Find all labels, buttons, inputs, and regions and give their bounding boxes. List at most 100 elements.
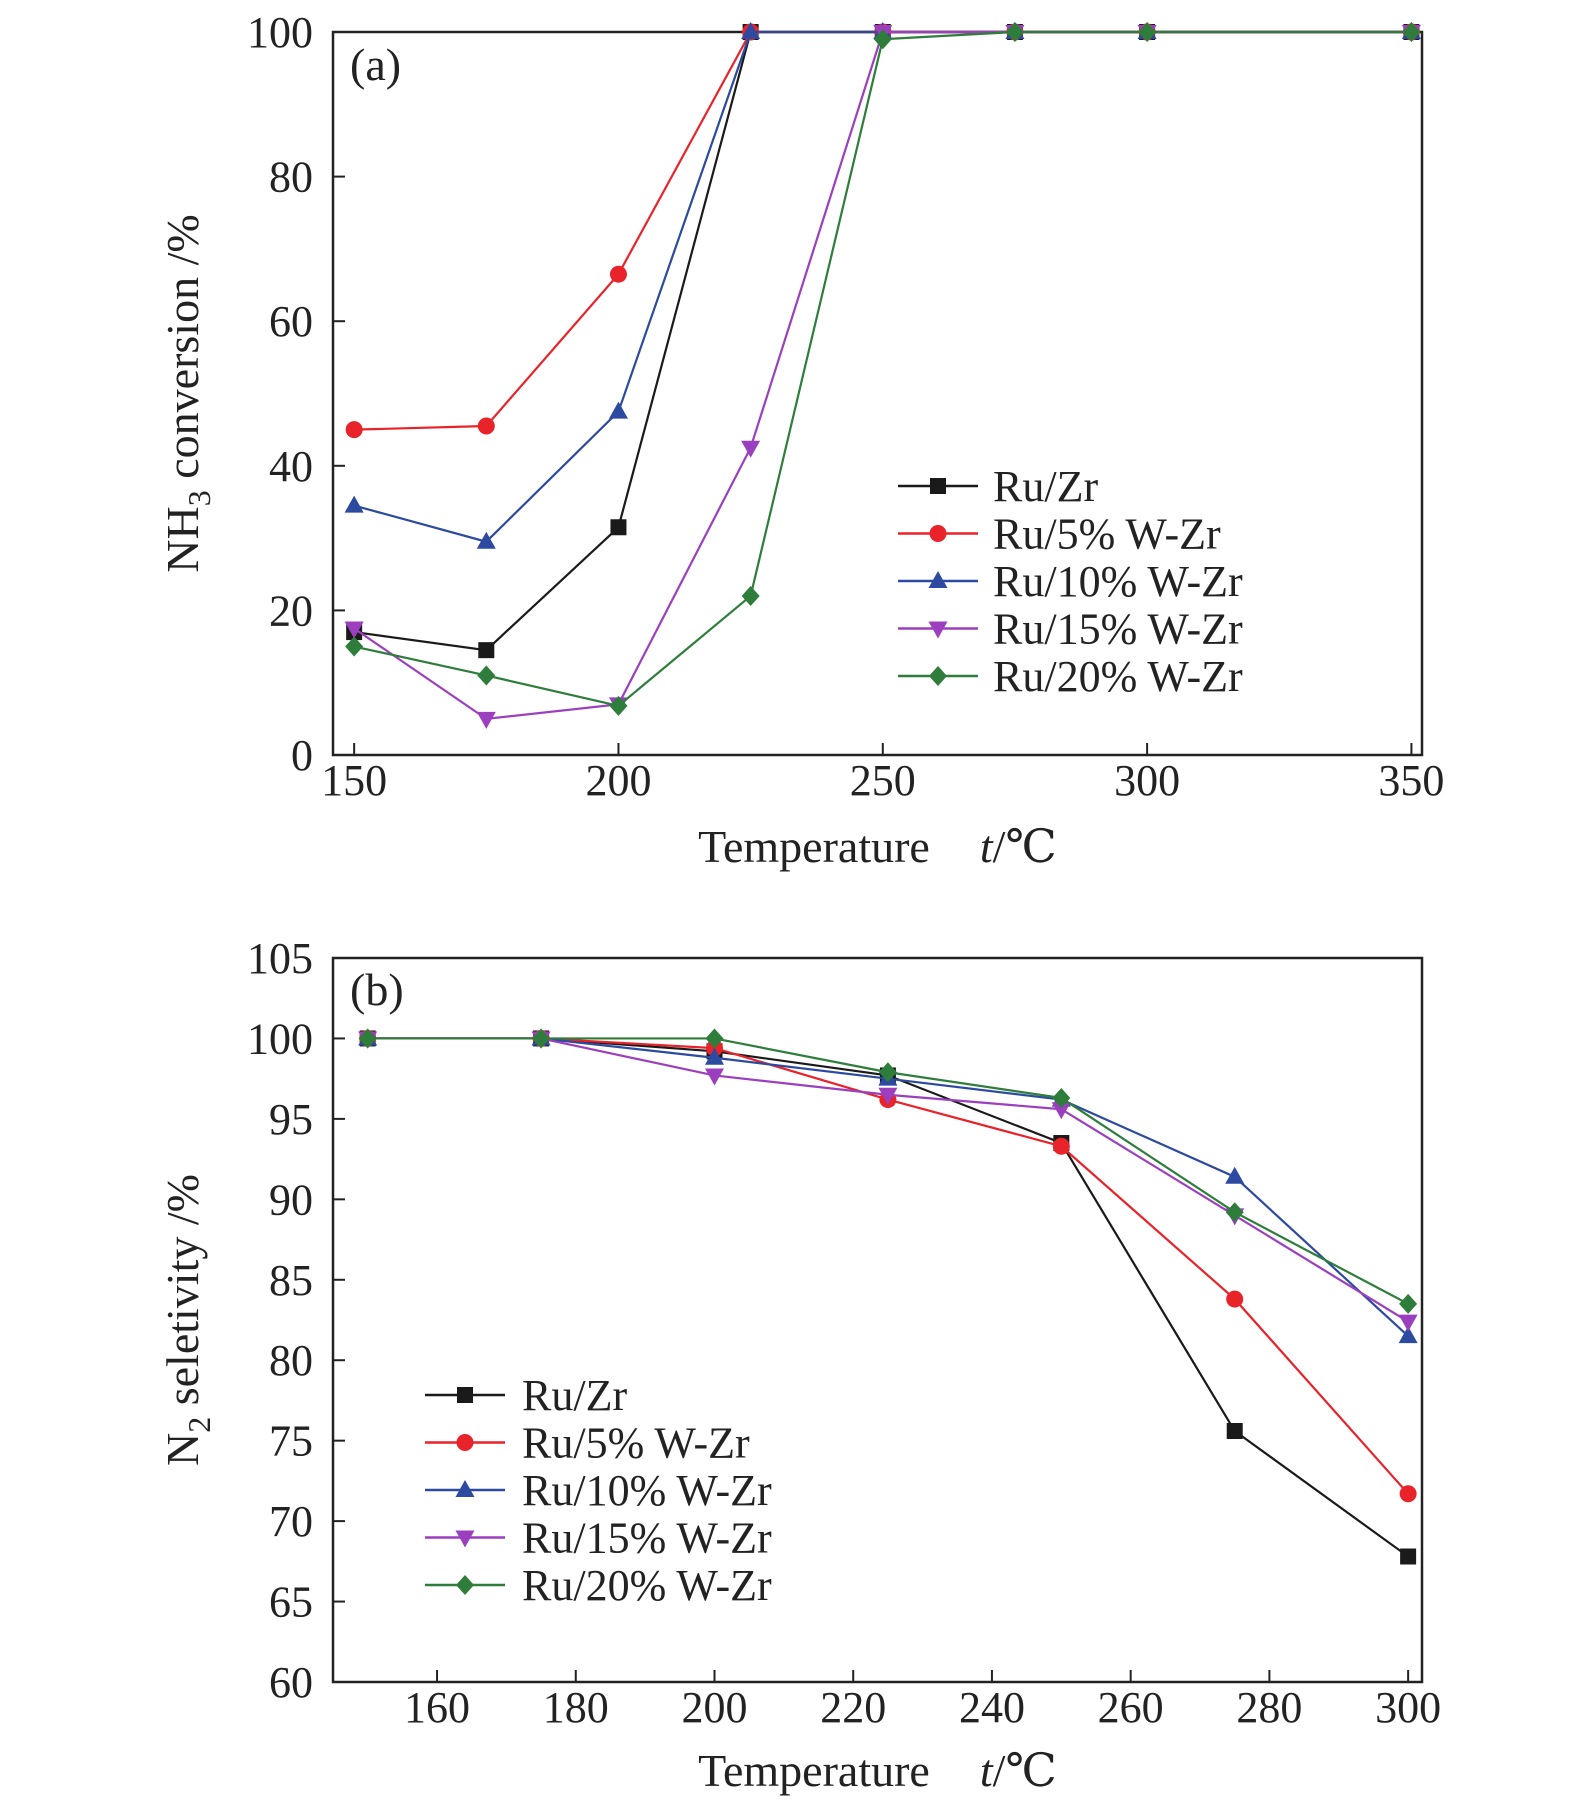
data-point [1138, 22, 1157, 42]
data-point [704, 1047, 724, 1065]
legend-label: Ru/15% W-Zr [522, 1514, 772, 1563]
data-point [610, 519, 627, 536]
legend-marker [928, 621, 948, 639]
y-tick-label: 105 [247, 934, 313, 983]
legend-label: Ru/20% W-Zr [993, 652, 1243, 701]
data-point [704, 1068, 724, 1086]
x-tick-label: 200 [681, 1683, 747, 1732]
y-axis-label-main: N [157, 1433, 208, 1466]
x-tick-label: 200 [585, 756, 651, 805]
series-line [353, 30, 1412, 652]
data-point [1399, 1293, 1418, 1314]
data-point [1400, 1548, 1417, 1565]
y-tick-label: 95 [269, 1095, 313, 1144]
legend-item: Ru/Zr [898, 462, 1098, 511]
y-axis-label: NH3 conversion /% [157, 214, 217, 572]
legend-item: Ru/5% W-Zr [425, 1419, 750, 1468]
y-axis-label-rest: seletivity /% [157, 1174, 208, 1417]
series-ru-20pct-w-zr [345, 22, 1421, 716]
data-point [344, 621, 364, 639]
y-tick-label: 60 [269, 297, 313, 346]
data-point [1225, 1166, 1245, 1184]
data-point [1399, 1485, 1417, 1503]
y-tick-label: 85 [269, 1256, 313, 1305]
series-ru-15pct-w-zr [344, 25, 1421, 729]
series-ru-10pct-w-zr [344, 22, 1421, 549]
x-axis-label-text: Temperature [698, 1745, 930, 1796]
data-point [1052, 1087, 1071, 1108]
data-point [345, 636, 364, 657]
panel-label: (a) [350, 39, 401, 90]
x-tick-label: 220 [820, 1683, 886, 1732]
y-axis-label-subscript: 2 [181, 1417, 217, 1433]
x-tick-label: 160 [404, 1683, 470, 1732]
series-ru-zr [346, 24, 1420, 659]
data-point [1398, 1326, 1418, 1344]
x-tick-label: 350 [1378, 756, 1444, 805]
data-point [878, 1087, 898, 1105]
data-point [532, 1028, 551, 1049]
legend-item: Ru/10% W-Zr [425, 1466, 772, 1515]
data-point [609, 265, 627, 283]
legend-label: Ru/Zr [522, 1371, 627, 1420]
y-tick-label: 100 [247, 1014, 313, 1063]
x-tick-label: 180 [543, 1683, 609, 1732]
data-point [1005, 22, 1024, 42]
legend-marker [928, 571, 948, 588]
legend-marker [457, 1387, 473, 1403]
legend-item: Ru/15% W-Zr [425, 1514, 772, 1563]
series-line [353, 30, 1412, 708]
x-tick-label: 250 [850, 756, 916, 805]
series-line [353, 30, 1412, 543]
y-axis-label-subscript: 3 [181, 490, 217, 506]
legend-label: Ru/Zr [993, 462, 1098, 511]
chart-panel-b: 160 180 200 220 240 260 280 300 60 65 70 75 80 85 90 95… [157, 934, 1441, 1796]
data-point [741, 440, 761, 458]
legend-marker [930, 478, 946, 494]
data-point [344, 495, 364, 513]
x-axis-label: Temperature t/℃ [698, 821, 1057, 872]
legend-item: Ru/20% W-Zr [898, 652, 1243, 701]
y-tick-label: 80 [269, 153, 313, 202]
series-ru-5pct-w-zr [345, 23, 1420, 439]
legend-item: Ru/20% W-Zr [425, 1561, 772, 1610]
y-tick-label: 90 [269, 1175, 313, 1224]
x-axis-unit: /℃ [993, 821, 1057, 872]
x-tick-label: 300 [1114, 756, 1180, 805]
y-axis-label-rest: conversion /% [157, 214, 208, 490]
plot-frame [331, 956, 1424, 1684]
data-point [476, 531, 496, 549]
data-point [1398, 1314, 1418, 1332]
x-tick-label: 260 [1098, 1683, 1164, 1732]
y-tick-label: 60 [269, 1658, 313, 1707]
data-point [1226, 1423, 1243, 1440]
data-point [345, 421, 363, 439]
y-tick-label: 0 [291, 731, 313, 780]
data-point [1051, 1102, 1071, 1120]
y-tick-label: 75 [269, 1417, 313, 1466]
legend-marker [455, 1530, 475, 1548]
legend-marker [456, 1575, 474, 1595]
x-tick-label: 150 [321, 756, 387, 805]
y-tick-label: 80 [269, 1336, 313, 1385]
data-point [705, 1028, 724, 1049]
data-point [477, 417, 495, 435]
data-point [1052, 1137, 1070, 1155]
legend-label: Ru/5% W-Zr [993, 510, 1221, 559]
y-tick-label: 40 [269, 442, 313, 491]
data-point [609, 695, 628, 716]
legend-item: Ru/10% W-Zr [898, 557, 1243, 606]
y-axis-label: N2 seletivity /% [157, 1174, 217, 1466]
data-point [358, 1028, 377, 1049]
x-tick-label: 280 [1236, 1683, 1302, 1732]
legend-label: Ru/15% W-Zr [993, 605, 1243, 654]
y-tick-label: 65 [269, 1578, 313, 1627]
series-ru-20pct-w-zr [358, 1028, 1418, 1314]
chart-panel-a: 150 200 250 300 350 0 20 40 60 80 100 Temperature t/… [157, 8, 1444, 872]
data-point [741, 22, 761, 39]
x-axis-unit: /℃ [993, 1745, 1057, 1796]
data-point [1225, 1202, 1244, 1223]
